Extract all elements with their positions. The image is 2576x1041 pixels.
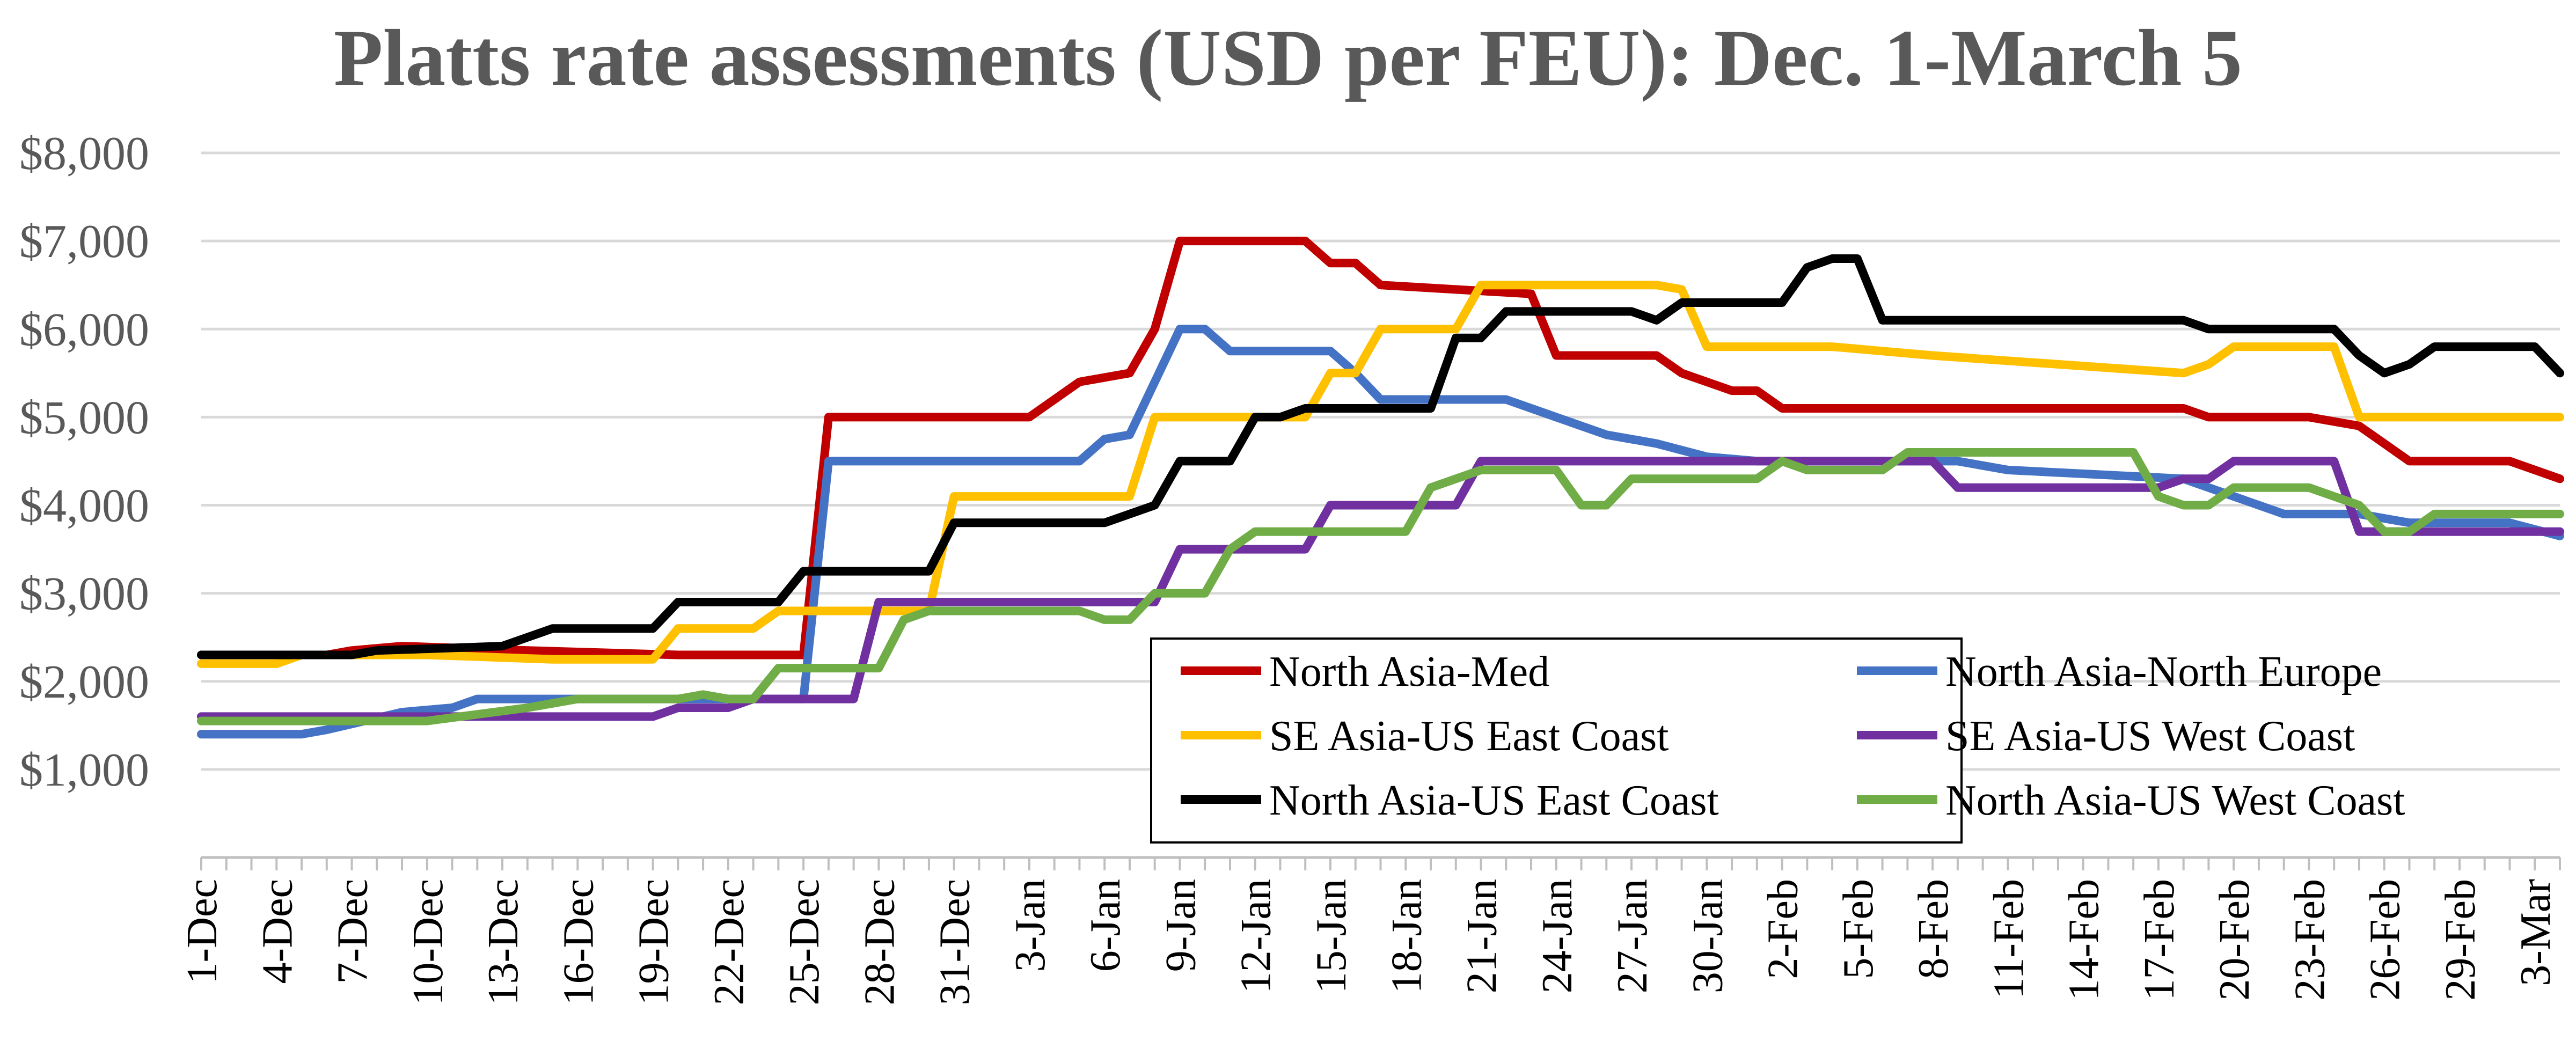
- y-tick-label: $1,000: [19, 744, 149, 796]
- x-tick-label: 8-Feb: [1910, 879, 1957, 979]
- x-tick-label: 5-Feb: [1835, 879, 1882, 979]
- series-line-0: [197, 237, 2564, 659]
- x-tick-label: 19-Dec: [631, 879, 678, 1005]
- x-tick-label: 10-Dec: [405, 879, 452, 1005]
- legend-label: SE Asia-US West Coast: [1945, 713, 2355, 760]
- series-line-5: [197, 448, 2564, 725]
- x-tick-label: 14-Feb: [2061, 879, 2108, 1001]
- legend-label: North Asia-US West Coast: [1945, 777, 2405, 824]
- x-tick-label: 15-Jan: [1308, 879, 1355, 993]
- y-tick-label: $3,000: [19, 568, 149, 620]
- y-tick-label: $6,000: [19, 304, 149, 356]
- x-tick-label: 13-Dec: [480, 879, 527, 1005]
- legend: North Asia-Med North Asia-North Europe SE …: [1150, 637, 2405, 844]
- legend-label: North Asia-Med: [1269, 648, 1549, 695]
- x-tick-label: 30-Jan: [1684, 879, 1731, 993]
- x-tick-label: 3-Jan: [1007, 879, 1054, 972]
- x-tick-label: 2-Feb: [1760, 879, 1807, 979]
- x-tick-label: 22-Dec: [706, 879, 753, 1005]
- x-tick-label: 7-Dec: [330, 879, 377, 984]
- x-tick-label: 9-Jan: [1157, 879, 1204, 972]
- x-tick-label: 20-Feb: [2211, 879, 2258, 1001]
- x-tick-label: 24-Jan: [1534, 879, 1581, 993]
- legend-label: North Asia-US East Coast: [1269, 777, 1719, 824]
- x-tick-label: 17-Feb: [2136, 879, 2183, 1001]
- x-tick-label: 4-Dec: [254, 879, 301, 984]
- x-tick-label: 21-Jan: [1459, 879, 1506, 993]
- chart-title: Platts rate assessments (USD per FEU): D…: [333, 13, 2243, 102]
- y-tick-label: $4,000: [19, 480, 149, 532]
- series-line-4: [197, 254, 2564, 659]
- x-tick-label: 27-Jan: [1609, 879, 1656, 993]
- x-tick-label: 31-Dec: [932, 879, 979, 1005]
- x-tick-label: 11-Feb: [1985, 879, 2032, 999]
- x-tick-label: 18-Jan: [1383, 879, 1430, 993]
- x-tick-label: 6-Jan: [1082, 879, 1129, 972]
- x-tick-label: 25-Dec: [781, 879, 828, 1005]
- legend-label: SE Asia-US East Coast: [1269, 713, 1668, 760]
- x-tick-label: 23-Feb: [2286, 879, 2333, 1001]
- x-tick-label: 1-Dec: [179, 879, 226, 984]
- series-lines: [197, 237, 2564, 739]
- x-axis: 1-Dec 4-Dec 7-Dec 10-Dec 13-Dec 16-Dec 19-Dec 2…: [179, 856, 2561, 1005]
- y-tick-label: $2,000: [19, 656, 149, 708]
- legend-label: North Asia-North Europe: [1945, 648, 2382, 695]
- legend-box: [1150, 637, 1963, 844]
- series-line-2: [197, 281, 2564, 668]
- y-tick-label: $5,000: [19, 392, 149, 444]
- y-tick-label: $7,000: [19, 216, 149, 268]
- x-tick-label: 16-Dec: [555, 879, 602, 1005]
- series-line-3: [197, 457, 2564, 721]
- x-tick-label: 29-Feb: [2437, 879, 2484, 1001]
- x-tick-label: 28-Dec: [856, 879, 903, 1005]
- x-tick-label: 26-Feb: [2362, 879, 2409, 1001]
- x-tick-label: 3-Mar: [2512, 879, 2559, 986]
- x-tick-label: 12-Jan: [1233, 879, 1280, 993]
- y-tick-label: $8,000: [19, 128, 149, 180]
- y-axis-ticks: $1,000 $2,000 $3,000 $4,000 $5,000 $6,000 $7,0…: [19, 128, 149, 796]
